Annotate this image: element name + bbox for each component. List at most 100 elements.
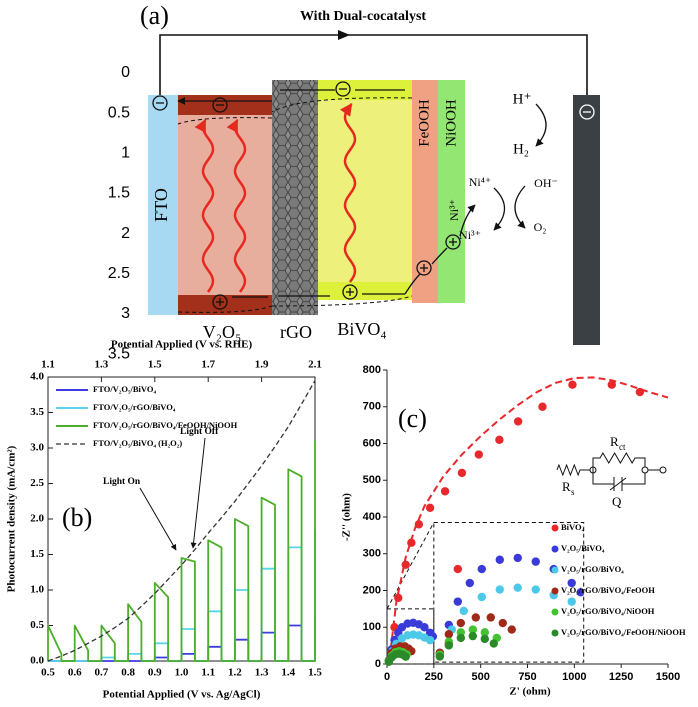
inset-point: [453, 564, 463, 574]
legend-swatch: [551, 629, 559, 637]
panel-label: (c): [398, 404, 427, 433]
charge-symbol: [152, 95, 168, 111]
x-tick-label: 1.0: [175, 667, 189, 679]
scale-tick-label: 3.5: [108, 345, 130, 362]
annotation: Light Off: [180, 427, 219, 437]
circuit-label: Q: [612, 494, 622, 509]
data-point: [495, 435, 504, 445]
x-tick-label: 1500: [656, 671, 680, 683]
zoom-connector: [386, 522, 435, 610]
legend-swatch: [551, 566, 559, 574]
inset-point: [486, 613, 495, 622]
inset-point: [531, 557, 540, 566]
data-line: [47, 440, 316, 662]
legend-label: FTO/V₂O₅/BiVO₄: [93, 384, 157, 394]
zoom-source-box: [386, 608, 435, 665]
fit-line: [389, 376, 669, 650]
panel-label: (b): [62, 503, 92, 532]
inset-point: [480, 628, 489, 637]
x-tick-label: 1.4: [281, 667, 295, 679]
y-tick-label: 3.5: [30, 406, 44, 418]
inset-point: [508, 351, 516, 359]
v2o5-vb: [178, 295, 272, 315]
annotation-arrow: [139, 487, 177, 551]
legend-label: V₂O₅/rGO/BiVO₄/FeOOH/NiOOH: [561, 627, 686, 637]
y-tick-label: 500: [363, 474, 381, 486]
layer-label: FeOOH: [416, 99, 432, 147]
data-point: [474, 450, 483, 459]
data-point: [407, 538, 416, 547]
y-axis-title: Photocurrent density (mA/cm²): [6, 445, 18, 592]
data-point: [635, 387, 645, 397]
data-point: [538, 402, 547, 411]
inset: [435, 351, 584, 661]
species-label: OH⁻: [534, 176, 558, 190]
layer-label: NiOOH: [443, 99, 459, 147]
data-point: [513, 417, 523, 426]
inset-point: [465, 578, 475, 588]
layer-label: V₂O₅: [203, 322, 242, 342]
panel-b: 0.5 0.6 0.7 0.8 0.9 1.0 1.1 1.2 1.3 1.4 1.5 1.1 1.3 1…: [6, 339, 323, 701]
x-tick-label: 1250: [609, 671, 633, 683]
x2-tick-label: 1.7: [201, 359, 215, 371]
inset-point: [567, 578, 576, 588]
y-tick-label: 2.5: [30, 477, 44, 489]
light-wave: [194, 118, 215, 293]
reaction-arrow: [493, 187, 506, 231]
panel-c: 0 250 500 750 1000 1250 1500 0 100 200 300 400 500 60…: [341, 351, 686, 698]
y-tick-label: 0.5: [30, 619, 44, 631]
reaction-arrow: [514, 185, 526, 229]
rgo-layer: [272, 80, 318, 315]
x-tick-label: 1.2: [228, 667, 242, 679]
x-tick-label: 0.5: [41, 667, 55, 679]
charge-symbol: [579, 104, 595, 120]
data-point: [401, 652, 410, 661]
y-tick-label: 600: [363, 437, 381, 449]
x-tick-label: 250: [425, 671, 443, 683]
y-tick-label: 1.0: [30, 584, 44, 596]
wire-arrow: [338, 30, 350, 40]
scale-tick-label: 0: [121, 64, 130, 81]
scale-tick-label: 2: [121, 225, 130, 242]
inset-point: [456, 633, 466, 643]
annotation: Light On: [103, 477, 141, 487]
y-tick-label: 1.5: [30, 548, 44, 560]
x-tick-label: 1.5: [308, 667, 322, 679]
x-tick-label: 1.1: [201, 667, 215, 679]
inset-point: [567, 597, 576, 606]
x-axis-title: Potential Applied (V vs. Ag/AgCl): [103, 689, 261, 701]
scale-tick-label: 1: [121, 145, 130, 162]
hole-path: [177, 295, 413, 313]
charge-symbol: [342, 284, 358, 300]
data-point: [425, 635, 435, 645]
fto-layer: [148, 95, 178, 315]
x-tick-label: 0: [384, 671, 390, 683]
circuit-label-sub: s: [571, 487, 575, 497]
inset-point: [477, 592, 486, 602]
species-label: O₂: [534, 220, 547, 234]
legend-label: FTO/V₂O₅/rGO/BiVO₄/FeOOH/NiOOH: [93, 420, 238, 430]
data-point: [440, 487, 450, 496]
x-tick-label: 0.8: [121, 667, 135, 679]
inset-point: [468, 631, 477, 641]
inset-point: [468, 625, 477, 634]
species-label: Ni³⁺: [447, 199, 461, 221]
x-tick-label: 0.7: [95, 667, 109, 679]
inset-point: [456, 618, 466, 628]
panel-label: (a): [140, 1, 169, 30]
legend-label: V₂O₅/rGO/BiVO₄/NiOOH: [561, 606, 655, 616]
x2-tick-label: 1.1: [41, 359, 55, 371]
y-tick-label: 800: [363, 364, 381, 376]
data-point: [457, 468, 467, 478]
legend-label: FTO/V₂O₅/BiVO₄ (H₂O₂): [93, 438, 182, 448]
x-axis-title: Z' (ohm): [509, 686, 551, 698]
species-label: Ni³⁺: [459, 228, 481, 242]
data-point: [420, 623, 429, 632]
legend-label: FTO/V₂O₅/rGO/BiVO₄: [93, 402, 176, 412]
inset-point: [480, 634, 489, 644]
x-tick-label: 1.3: [255, 667, 269, 679]
annotation-arrow: [190, 437, 206, 549]
data-line: [47, 380, 316, 662]
inset-point: [471, 613, 480, 622]
